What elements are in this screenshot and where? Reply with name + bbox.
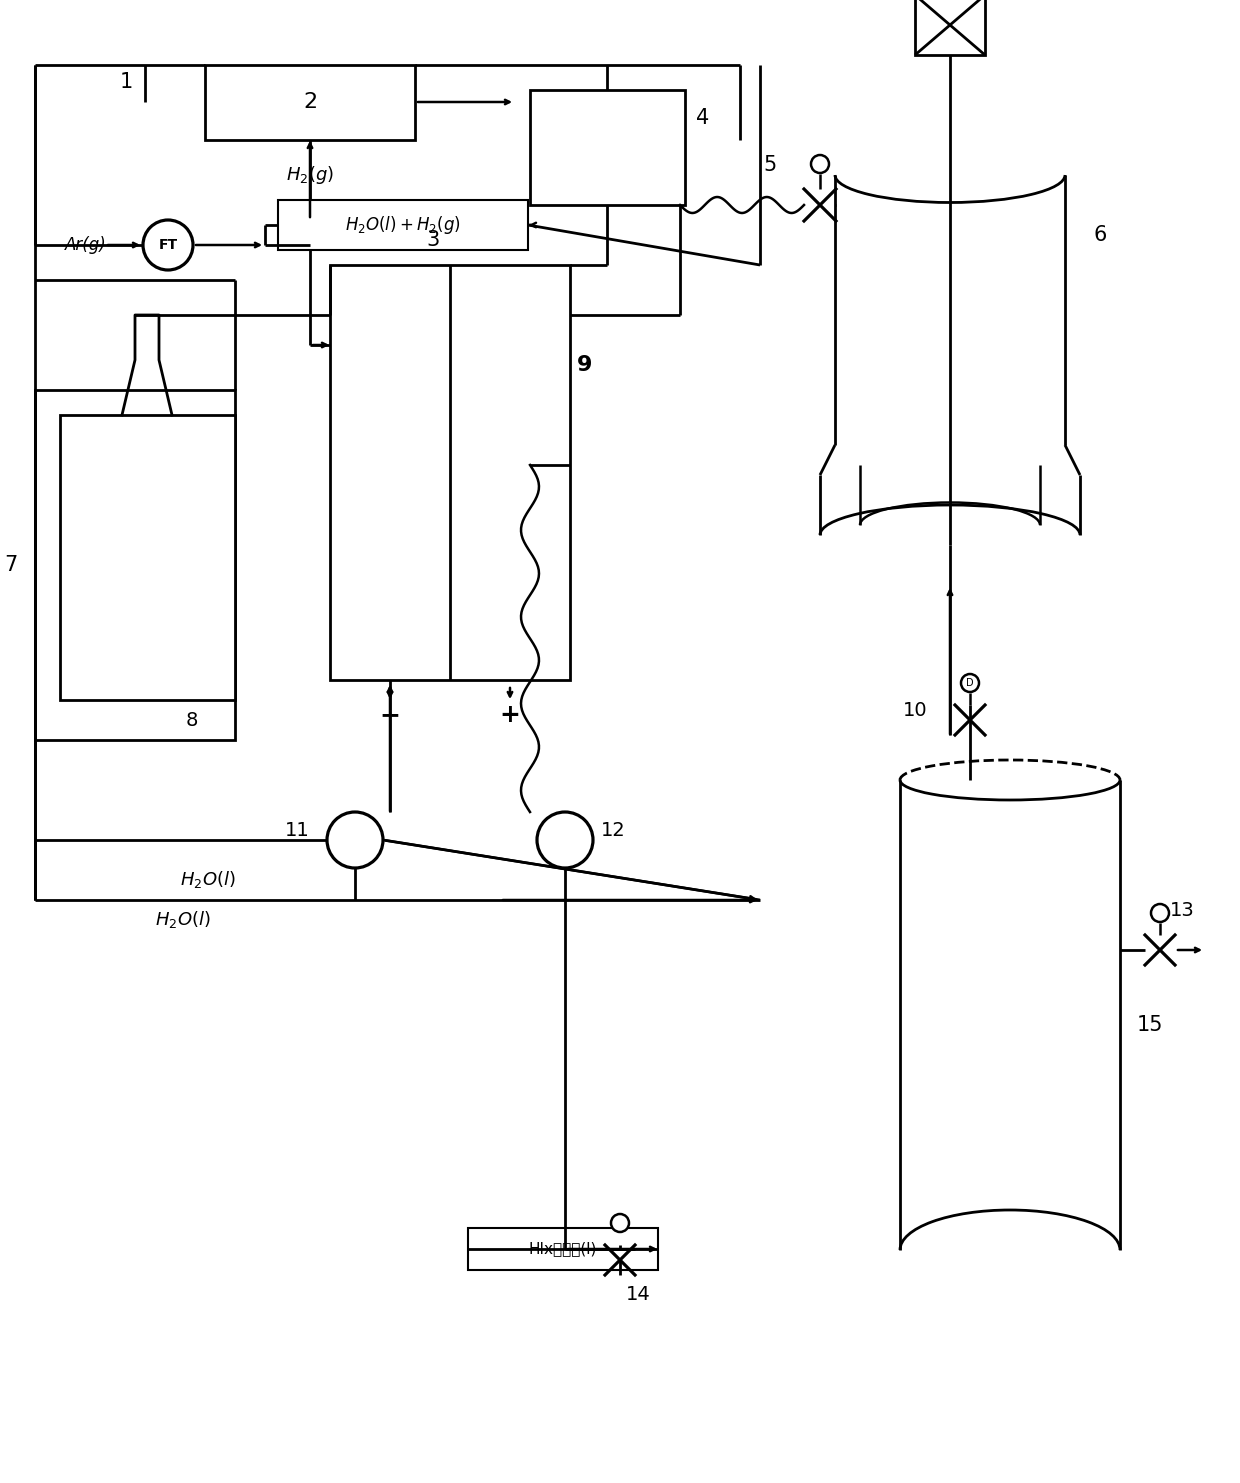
Text: 9: 9 [578, 354, 593, 375]
Circle shape [143, 219, 193, 270]
Circle shape [327, 813, 383, 868]
Text: $H_2(g)$: $H_2(g)$ [286, 165, 334, 185]
Bar [330, 265, 570, 681]
Bar [467, 1228, 658, 1269]
Bar [529, 90, 684, 205]
Circle shape [961, 673, 980, 693]
Text: 12: 12 [600, 820, 625, 839]
Text: 7: 7 [4, 555, 17, 575]
Text: HIx相溶液(l): HIx相溶液(l) [528, 1241, 598, 1256]
Bar [915, 0, 985, 55]
Circle shape [1151, 905, 1169, 922]
Text: −: − [379, 703, 401, 727]
Text: 10: 10 [903, 700, 928, 719]
Circle shape [537, 813, 593, 868]
Text: 15: 15 [1137, 1014, 1163, 1035]
Bar [278, 200, 528, 251]
Text: 3: 3 [427, 230, 440, 251]
Text: 11: 11 [285, 820, 309, 839]
Bar [35, 390, 236, 740]
Text: 1: 1 [120, 73, 133, 92]
Text: $H_2O(l)$: $H_2O(l)$ [155, 909, 211, 930]
Text: $H_2O(l)$: $H_2O(l)$ [180, 869, 236, 890]
Circle shape [811, 156, 830, 174]
Text: 14: 14 [626, 1286, 650, 1305]
Text: $H_2O(l)+H_2(g)$: $H_2O(l)+H_2(g)$ [345, 214, 461, 236]
Text: 13: 13 [1169, 900, 1194, 919]
Circle shape [611, 1215, 629, 1232]
Text: Ar(g): Ar(g) [64, 236, 107, 254]
Text: +: + [500, 703, 521, 727]
Text: 8: 8 [186, 710, 198, 730]
Text: 2: 2 [303, 92, 317, 113]
Bar [205, 65, 415, 139]
Bar [60, 415, 236, 700]
Text: FT: FT [159, 237, 177, 252]
Text: 6: 6 [1094, 225, 1106, 245]
Text: D: D [966, 678, 973, 688]
Text: 4: 4 [697, 108, 709, 128]
Text: 5: 5 [764, 156, 776, 175]
